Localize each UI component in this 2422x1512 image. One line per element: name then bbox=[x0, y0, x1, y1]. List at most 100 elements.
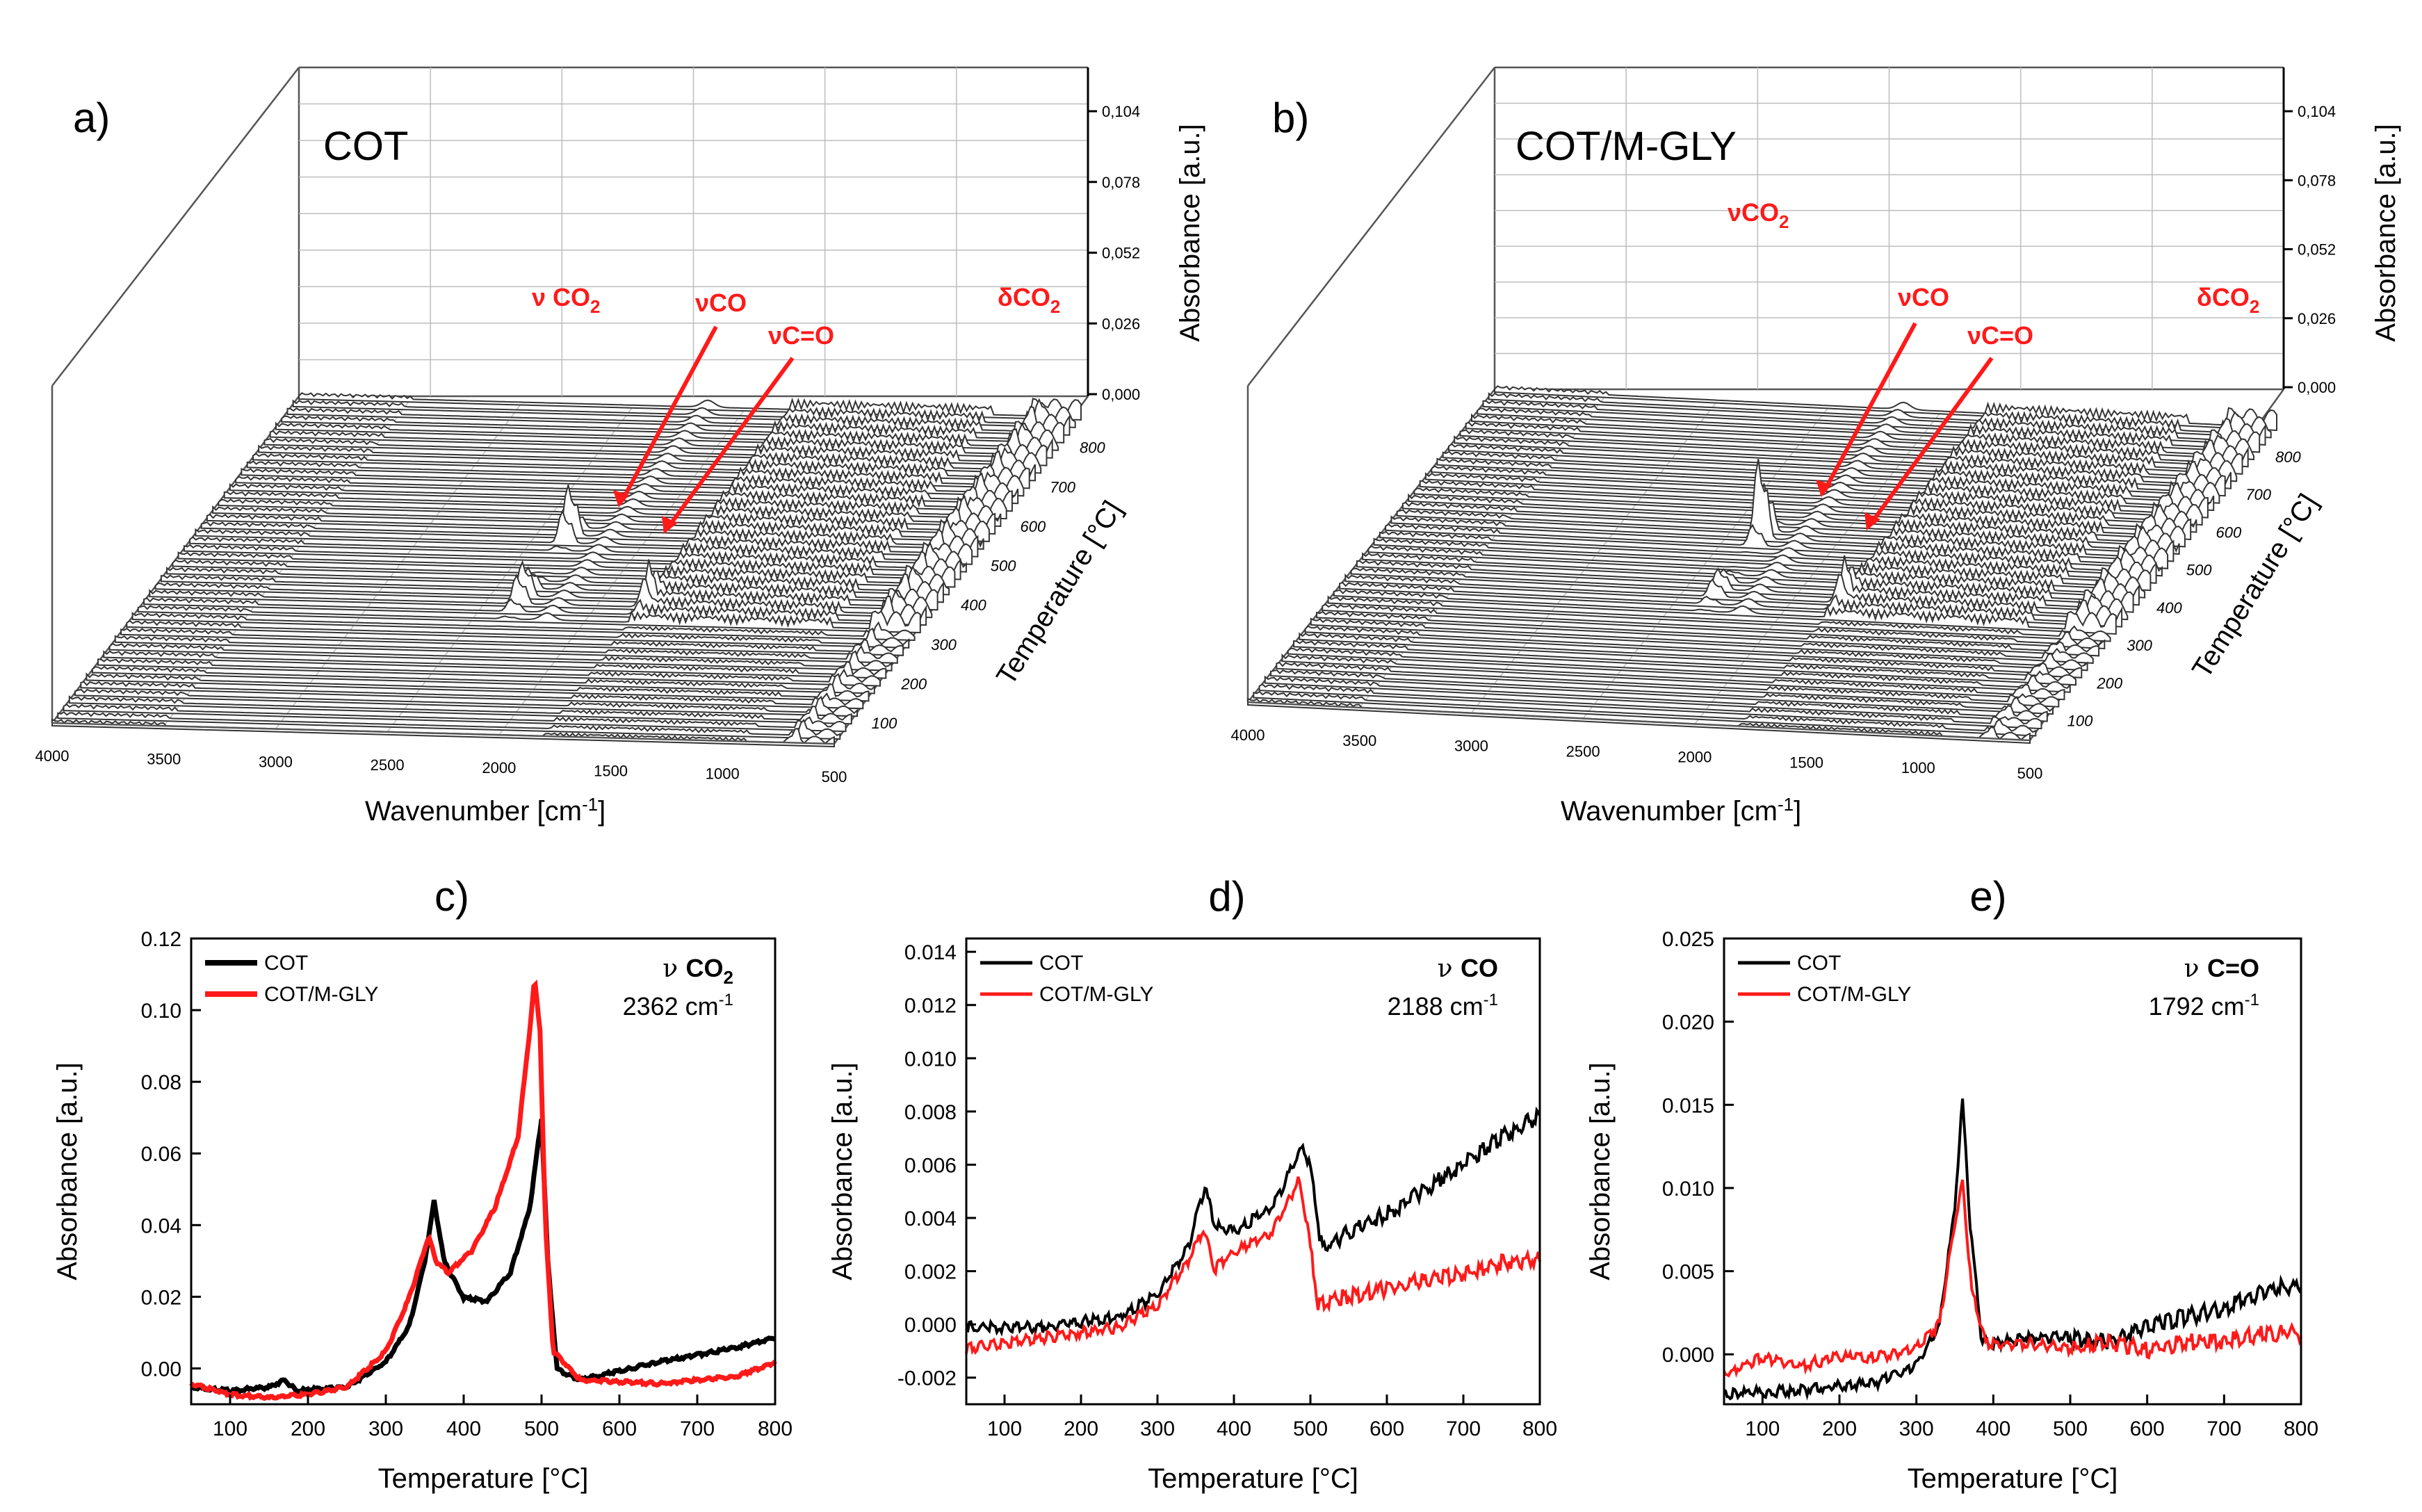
x-tick-label: 800 bbox=[758, 1417, 793, 1440]
legend-label: COT/M-GLY bbox=[1039, 983, 1153, 1006]
z-tick-label: 0,104 bbox=[1102, 103, 1140, 120]
x-tick-label: 500 bbox=[2053, 1417, 2088, 1440]
series-line-cot-m-gly bbox=[965, 1176, 1541, 1356]
x-tick-label: 1500 bbox=[594, 762, 628, 779]
x-tick-label: 2500 bbox=[371, 756, 405, 774]
x-tick-label: 300 bbox=[368, 1417, 403, 1440]
x-tick-label: 100 bbox=[1745, 1417, 1780, 1440]
spectrum-trace bbox=[91, 665, 875, 694]
temperature-tick-label: 200 bbox=[2096, 674, 2122, 692]
z-tick-label: 0,078 bbox=[1102, 174, 1140, 191]
temperature-tick-label: 400 bbox=[961, 596, 986, 614]
spectrum-trace bbox=[177, 550, 961, 580]
x-tick-label: 500 bbox=[524, 1417, 559, 1440]
annotation-co2-bend-b: δCO2 bbox=[2197, 283, 2259, 317]
y-tick-label: 0.000 bbox=[1662, 1344, 1714, 1367]
panel-b-zlabel: Absorbance [a.u.] bbox=[2371, 124, 2401, 342]
spectrum-trace bbox=[1448, 443, 2232, 489]
x-axis-label: Temperature [°C] bbox=[1148, 1463, 1358, 1494]
spectrum-trace bbox=[1413, 487, 2197, 533]
x-tick-label: 600 bbox=[1370, 1417, 1404, 1440]
y-tick-label: 0.02 bbox=[141, 1286, 181, 1309]
y-tick-label: 0.04 bbox=[141, 1214, 181, 1237]
spectrum-trace bbox=[114, 635, 898, 664]
panel-a-xlabel: Wavenumber [cm-1] bbox=[365, 794, 606, 827]
temperature-tick-label: 100 bbox=[2067, 712, 2093, 729]
x-tick-label: 800 bbox=[2284, 1417, 2318, 1440]
y-tick-label: 0.00 bbox=[141, 1358, 181, 1381]
x-tick-label: 700 bbox=[1446, 1417, 1481, 1440]
annotation-co2-stretch-b: νCO2 bbox=[1728, 198, 1789, 232]
x-tick-label: 1000 bbox=[1901, 759, 1935, 777]
plot-frame bbox=[1723, 937, 2302, 1406]
series-line-cot bbox=[1723, 1098, 2302, 1401]
spectrum-trace bbox=[1390, 459, 2175, 562]
panel-b-3d-frame bbox=[1246, 66, 2285, 742]
spectrum-trace bbox=[1327, 595, 2111, 642]
spectrum-trace bbox=[1264, 675, 2048, 722]
x-tick-label: 4000 bbox=[35, 747, 70, 765]
spectrum-trace bbox=[1304, 625, 2088, 672]
x-tick-label: 400 bbox=[446, 1417, 481, 1440]
y-axis-label: Absorbance [a.u.] bbox=[827, 1062, 858, 1281]
spectrum-trace bbox=[126, 619, 910, 649]
spectrum-trace bbox=[1465, 421, 2249, 468]
y-tick-label: 0.025 bbox=[1662, 928, 1714, 951]
spectrum-trace bbox=[160, 566, 944, 603]
panel-a-tlabel: Temperature [°C] bbox=[991, 496, 1128, 690]
x-tick-label: 700 bbox=[680, 1417, 715, 1440]
y-tick-label: 0.012 bbox=[904, 995, 957, 1018]
x-tick-label: 1500 bbox=[1789, 754, 1823, 771]
z-tick-label: 0,052 bbox=[2298, 241, 2336, 259]
legend-label: COT/M-GLY bbox=[1797, 983, 1911, 1006]
panel-a-waterfall: a) COT ν CO2 νCO νC=O δCO2 bbox=[35, 66, 1205, 827]
panel-a-z-axis: 0,000 0,026 0,052 0,078 0,104 Absorbance [a.… bbox=[1087, 67, 1205, 403]
legend-label: COT bbox=[264, 952, 308, 975]
x-tick-label: 600 bbox=[602, 1417, 637, 1440]
panel-a-zlabel: Absorbance [a.u.] bbox=[1175, 124, 1205, 342]
spectrum-trace bbox=[1482, 400, 2266, 446]
spectrum-trace bbox=[80, 681, 864, 710]
y-tick-label: 0.004 bbox=[904, 1208, 957, 1230]
legend-label: COT bbox=[1039, 952, 1083, 975]
panel-a-annotations: ν CO2 νCO νC=O δCO2 bbox=[532, 283, 1060, 534]
panel-b-x-axis: 4000 3500 3000 2500 2000 1500 1000 500 bbox=[1231, 701, 2042, 782]
temperature-tick-label: 600 bbox=[1021, 518, 1046, 535]
spectrum-trace bbox=[1270, 669, 2054, 715]
panel-a-sample-label: COT bbox=[323, 124, 408, 169]
x-tick-label: 300 bbox=[1899, 1417, 1934, 1440]
y-tick-label: 0.08 bbox=[141, 1071, 181, 1094]
spectrum-trace bbox=[195, 508, 979, 558]
z-tick-label: 0,078 bbox=[2298, 172, 2336, 189]
temperature-tick-label: 300 bbox=[931, 636, 957, 653]
spectrum-trace bbox=[1276, 662, 2060, 708]
temperature-tick-label: 800 bbox=[2275, 448, 2301, 466]
panel-b-waterfall: b) COT/M-GLY νCO2 νCO νC=O δCO2 bbox=[1231, 66, 2401, 827]
spectrum-trace bbox=[86, 672, 870, 702]
spectrum-trace bbox=[1310, 617, 2094, 664]
annotation-co-carbonyl-b: νC=O bbox=[1967, 321, 2033, 350]
y-tick-label: 0.005 bbox=[1662, 1261, 1714, 1284]
spectrum-trace bbox=[108, 642, 893, 672]
series-line-cot-m-gly bbox=[189, 979, 777, 1401]
x-tick-label: 800 bbox=[1522, 1417, 1557, 1440]
x-tick-label: 500 bbox=[822, 768, 847, 786]
z-tick-label: 0,000 bbox=[1102, 386, 1140, 403]
plot-frame bbox=[965, 937, 1541, 1406]
spectrum-trace bbox=[1339, 581, 2123, 628]
temperature-tick-label: 700 bbox=[1050, 478, 1075, 496]
annotation-co-stretch-b: νCO bbox=[1898, 283, 1949, 311]
x-tick-label: 3000 bbox=[259, 754, 293, 771]
spectrum-trace bbox=[137, 605, 921, 634]
annotation-co-carbonyl: νC=O bbox=[768, 321, 834, 350]
arrow-co-b bbox=[1823, 322, 1917, 491]
temperature-tick-label: 500 bbox=[2186, 562, 2212, 579]
spectrum-trace bbox=[154, 559, 938, 611]
spectrum-trace bbox=[235, 472, 1019, 505]
panel-title: d) bbox=[1208, 873, 1245, 920]
x-tick-label: 300 bbox=[1140, 1417, 1175, 1440]
spectrum-trace bbox=[68, 695, 852, 725]
z-tick-label: 0,026 bbox=[1102, 315, 1140, 332]
spectrum-trace bbox=[63, 704, 847, 733]
x-tick-label: 600 bbox=[2130, 1417, 2165, 1440]
